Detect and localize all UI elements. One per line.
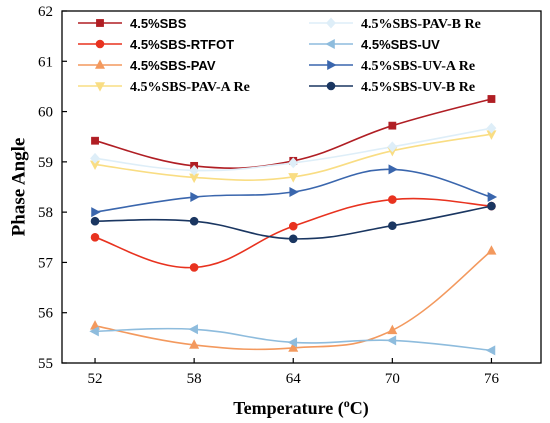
legend-label: 4.5%SBS-UV-B Re <box>361 80 475 95</box>
data-point-marker <box>190 192 200 203</box>
legend-marker <box>95 39 105 49</box>
x-axis-title-superscript: o <box>344 396 350 410</box>
data-point-marker <box>388 121 397 130</box>
data-point-marker <box>288 157 299 169</box>
data-point-marker <box>485 345 496 356</box>
data-point-marker <box>189 216 199 226</box>
x-tick-label: 64 <box>286 371 302 387</box>
legend-marker <box>96 19 104 27</box>
data-point-marker <box>288 342 299 352</box>
legend-label: 4.5%SBS-PAV <box>130 58 216 73</box>
data-point-marker <box>387 324 398 335</box>
data-point-marker <box>388 221 397 231</box>
y-tick-label: 61 <box>38 54 53 70</box>
x-axis-title-main: Temperature ( <box>233 398 343 419</box>
data-point-marker <box>288 234 298 244</box>
data-point-marker <box>388 195 397 204</box>
data-point-marker <box>188 324 198 335</box>
legend-label: 4.5%SBS <box>130 16 187 31</box>
data-point-marker <box>288 221 298 231</box>
legend-marker <box>327 60 337 70</box>
legend-marker <box>326 81 336 91</box>
data-point-marker <box>189 339 200 349</box>
x-axis-title-suffix: C) <box>350 398 369 419</box>
series-line-3 <box>94 250 492 351</box>
legend-label: 4.5%SBS-PAV-A Re <box>130 80 250 95</box>
data-point-marker <box>486 245 497 255</box>
series-line-2 <box>94 197 492 269</box>
y-tick-label: 60 <box>38 105 53 121</box>
data-point-marker <box>386 335 397 346</box>
x-axis: 52 58 64 70 76 <box>88 358 500 387</box>
x-axis-title: Temperature (oC) <box>233 396 368 419</box>
y-tick-label: 59 <box>38 155 53 171</box>
data-point-marker <box>189 164 200 176</box>
data-point-marker <box>90 216 100 226</box>
legend-label: 4.5%SBS-UV <box>361 37 440 52</box>
y-tick-label: 62 <box>38 4 53 20</box>
legend: 4.5%SBS 4.5%SBS-RTFOT 4.5%SBS-PAV 4.5%SBS-P… <box>78 16 481 95</box>
y-tick-label: 58 <box>38 205 53 221</box>
series-markers <box>89 95 498 356</box>
data-point-marker <box>287 337 298 348</box>
legend-marker <box>95 59 105 69</box>
legend-label: 4.5%SBS-RTFOT <box>130 37 234 52</box>
x-tick-label: 52 <box>88 371 103 387</box>
data-point-marker <box>487 95 496 103</box>
data-point-marker <box>289 187 299 198</box>
x-tick-label: 76 <box>484 371 500 387</box>
y-tick-label: 56 <box>38 306 54 322</box>
data-point-marker <box>91 207 101 218</box>
data-point-marker <box>91 136 99 145</box>
legend-label: 4.5%SBS-UV-A Re <box>361 59 475 74</box>
y-axis: 55 56 57 58 59 60 61 62 <box>38 4 67 372</box>
data-point-marker <box>90 232 100 242</box>
data-point-marker <box>288 173 299 183</box>
plot-frame <box>61 10 542 364</box>
legend-marker <box>326 17 336 29</box>
data-point-marker <box>89 326 99 337</box>
data-point-marker <box>486 122 497 134</box>
y-axis-title: Phase Angle <box>8 138 29 237</box>
data-point-marker <box>487 201 496 211</box>
y-tick-label: 55 <box>38 356 53 372</box>
data-point-marker <box>388 164 398 175</box>
legend-marker <box>325 39 335 49</box>
data-point-marker <box>387 141 398 153</box>
y-tick-label: 57 <box>38 255 54 271</box>
x-tick-label: 70 <box>385 371 400 387</box>
data-point-marker <box>90 152 100 164</box>
x-tick-label: 58 <box>187 371 202 387</box>
data-point-marker <box>189 263 199 272</box>
data-point-marker <box>487 192 498 203</box>
legend-label: 4.5%SBS-PAV-B Re <box>361 17 481 32</box>
legend-marker <box>95 82 105 92</box>
